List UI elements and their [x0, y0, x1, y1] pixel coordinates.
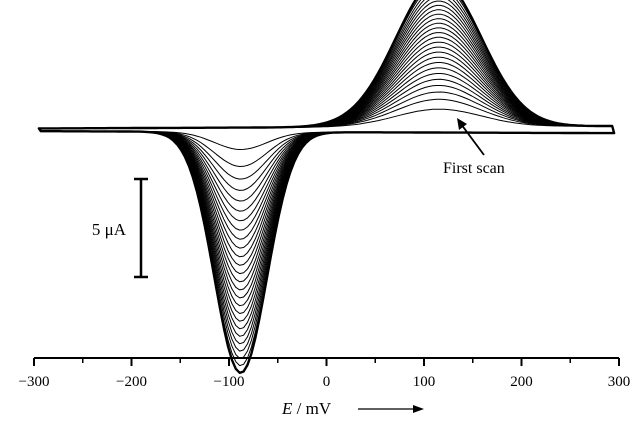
scan-curve [38, 18, 615, 307]
scan-curve [38, 27, 615, 291]
cv-scan-curves [37, 0, 616, 374]
annotation-label: First scan [443, 160, 505, 177]
current-scale-bar: 5 μA [92, 177, 148, 279]
x-tick-label: −300 [19, 374, 50, 390]
scan-curve [38, 51, 615, 249]
scan-curve [38, 62, 615, 231]
scan-curve [38, 4, 615, 330]
scan-curve [38, 13, 615, 314]
scan-curve [38, 32, 615, 283]
scan-curve [38, 0, 615, 359]
svg-text:E / mV: E / mV [281, 399, 332, 418]
scale-bar-label: 5 μA [92, 220, 127, 239]
x-tick-label: 100 [413, 374, 436, 390]
scan-curve [38, 67, 615, 222]
x-tick-label: 200 [510, 374, 533, 390]
scan-curve [38, 73, 615, 212]
x-tick-label: −100 [214, 374, 245, 390]
x-axis-direction-arrowhead [413, 405, 424, 413]
scan-curve [38, 78, 615, 202]
annotation-arrow-shaft [460, 123, 485, 156]
scan-curve [38, 85, 615, 191]
scan-curve [38, 0, 615, 352]
scan-curve [38, 0, 615, 345]
x-axis: −300 −200 −100 0 100 200 300 [19, 357, 631, 390]
x-tick-label: −200 [116, 374, 147, 390]
scan-curve [38, 0, 615, 367]
x-tick-label: 0 [323, 374, 331, 390]
scan-curve [38, 56, 615, 240]
x-tick-label: 300 [608, 374, 631, 390]
first-scan-annotation: First scan [443, 118, 505, 177]
scan-curve [38, 9, 615, 322]
scan-curve [38, 91, 615, 180]
x-axis-symbol: E [281, 399, 293, 418]
x-axis-unit: / mV [292, 399, 331, 418]
annotation-arrowhead [457, 118, 467, 130]
scan-curve [38, 0, 615, 337]
scan-curve [37, 0, 616, 374]
scan-curve [38, 22, 615, 299]
x-axis-title: E / mV [281, 399, 424, 418]
